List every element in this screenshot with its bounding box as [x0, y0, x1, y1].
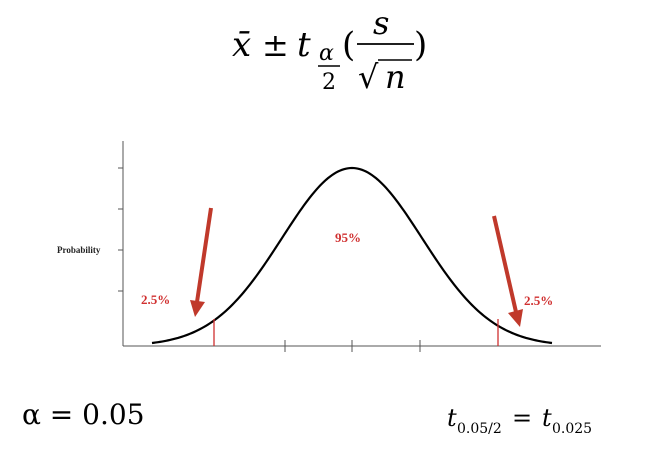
t-symbol-left: t: [447, 404, 457, 432]
plus-minus-symbol: ±: [262, 26, 289, 64]
t-critical-equation: t 0.05/2 = t 0.025: [447, 404, 592, 437]
confidence-interval-formula: x̄ ± t α 2 ( s √ n ): [232, 4, 427, 96]
xbar-symbol: x̄: [232, 25, 251, 65]
bell-curve: [151, 166, 553, 345]
t-subscript-right: 0.025: [552, 421, 592, 437]
right-tail-label: 2.5%: [524, 293, 553, 308]
distribution-chart: Probability 95% 2.5% 2.5%: [57, 141, 601, 352]
s-numerator: s: [373, 4, 389, 42]
center-area-label: 95%: [335, 230, 361, 245]
alpha-subscript: α: [319, 41, 334, 66]
alpha-equation: α = 0.05: [22, 398, 145, 431]
y-axis-label: Probability: [57, 245, 101, 255]
open-paren: (: [342, 25, 355, 65]
equals-sign: =: [512, 404, 532, 432]
t-subscript-left: 0.05/2: [457, 421, 502, 437]
two-subscript: 2: [322, 70, 336, 95]
t-symbol-right: t: [542, 404, 552, 432]
n-denominator: n: [385, 58, 406, 96]
t-symbol: t: [297, 25, 311, 65]
sqrt-symbol: √: [358, 58, 379, 96]
left-tail-label: 2.5%: [141, 292, 170, 307]
left-tail-arrow: [190, 207, 213, 317]
right-tail-arrow: [492, 215, 523, 327]
close-paren: ): [414, 25, 427, 65]
